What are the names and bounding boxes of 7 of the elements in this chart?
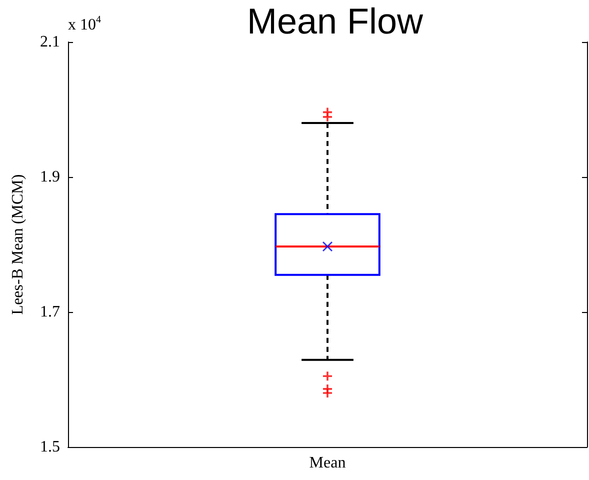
y-tick-label: 1.9: [40, 168, 60, 186]
y-axis-title: Lees-B Mean (MCM): [10, 174, 26, 315]
y-tick-label: 1.5: [40, 438, 60, 456]
x-tick-label: Mean: [309, 454, 346, 472]
chart-title: Mean Flow: [246, 0, 424, 42]
y-tick-label: 1.7: [40, 304, 60, 320]
y-tick-label: 2.1: [40, 34, 60, 50]
